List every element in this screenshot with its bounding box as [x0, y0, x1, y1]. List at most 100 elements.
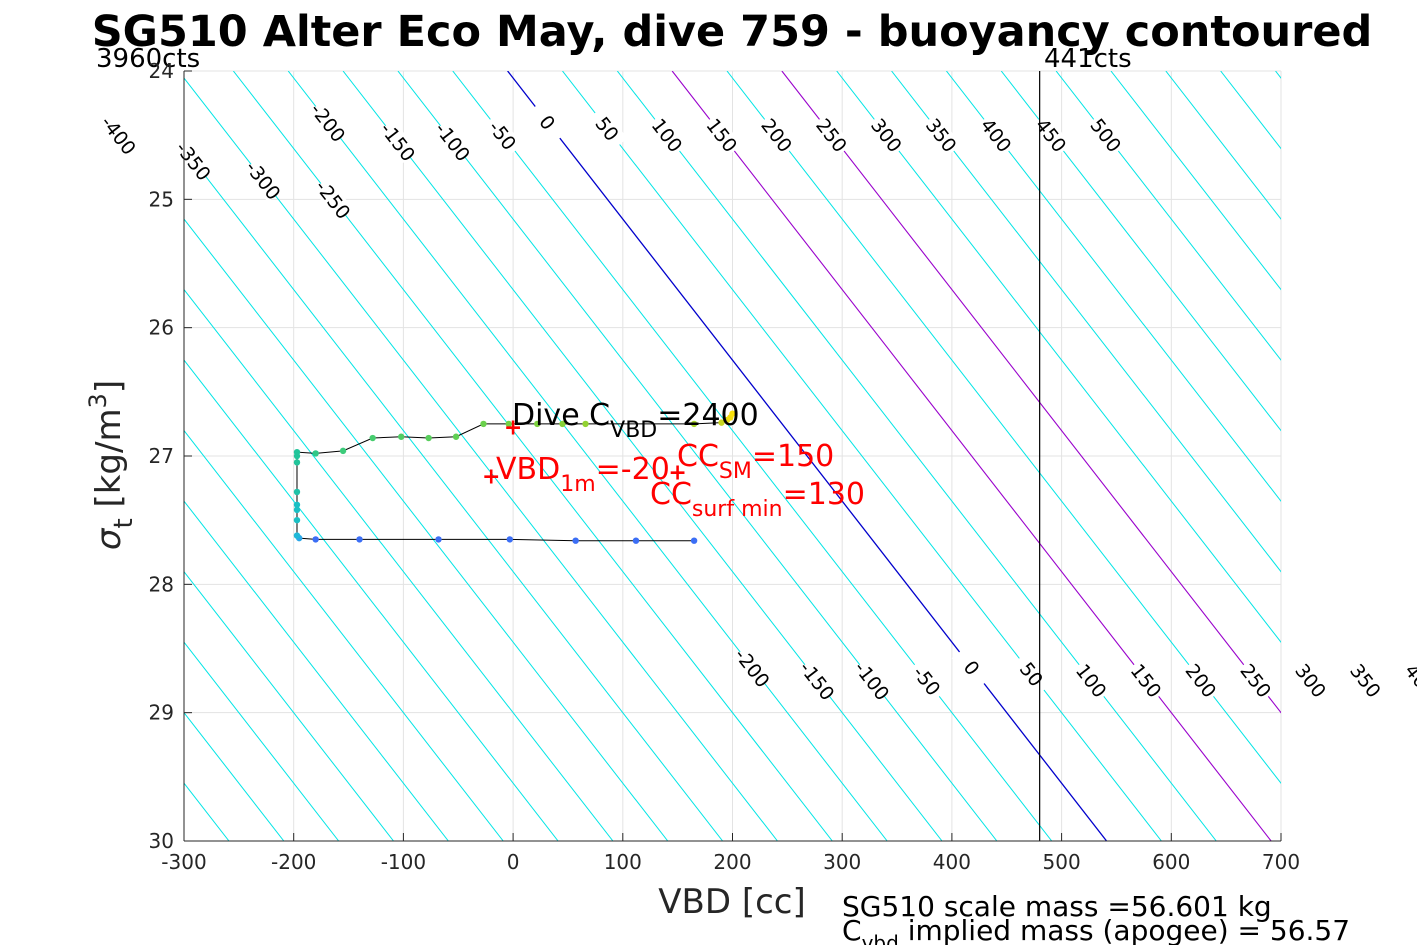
series-point — [534, 420, 541, 428]
contour-label-top-bg — [921, 113, 962, 158]
y-tick-label: 29 — [149, 701, 174, 725]
contour-label-top-bg — [756, 113, 798, 158]
contour-label-top-bg — [811, 113, 852, 158]
footer-implied-mass-rest: implied mass (apogee) = 56.57 — [899, 914, 1350, 945]
x-tick-label: 600 — [1152, 850, 1190, 874]
contour-label-top-bg — [976, 113, 1017, 158]
series-point — [312, 536, 319, 543]
series-point — [293, 516, 301, 524]
contour-label-bottom: 350 — [1345, 660, 1385, 702]
contour-label-top: 100 — [647, 115, 687, 157]
contour-line — [184, 288, 614, 841]
y-tick-label: 24 — [149, 59, 174, 83]
marker-plus: + — [504, 415, 522, 440]
series-point — [480, 420, 487, 428]
contour-line — [726, 71, 1281, 784]
contour-line — [1000, 71, 1281, 432]
contour-label-top-bg — [482, 113, 523, 158]
contour-line — [1385, 71, 1417, 841]
series-point — [339, 447, 347, 455]
x-axis-label: VBD [cc] — [658, 882, 806, 922]
contour-label-bottom-bg — [732, 645, 773, 690]
contour-label-top-bg — [307, 100, 349, 145]
series-point — [435, 536, 442, 543]
x-tick-label: 0 — [507, 850, 520, 874]
contour-label-bottom-bg — [1071, 658, 1112, 703]
contour-label-top: -250 — [310, 176, 354, 224]
x-tick-label: 200 — [713, 850, 751, 874]
y-tick-label: 30 — [149, 829, 174, 853]
contour-label-bottom-bg — [906, 658, 948, 703]
contour-label-bottom: -100 — [849, 657, 893, 705]
contour-line — [184, 359, 559, 841]
series-point — [729, 410, 736, 417]
contour-line — [781, 71, 1281, 714]
contour-line — [1330, 71, 1417, 841]
y-axis-label: σt [kg/m3] — [84, 380, 139, 550]
y-tick-label: 27 — [149, 444, 174, 468]
contour-label-bottom-bg — [851, 658, 893, 703]
counts-label-right: 441cts — [1044, 44, 1132, 74]
series-point — [425, 434, 432, 442]
contour-label-bottom-bg — [1290, 658, 1332, 703]
footer-implied-mass: Cvbd implied mass (apogee) = 56.57 — [842, 914, 1350, 945]
contour-label-top-bg — [313, 177, 354, 222]
contour-label-top-bg — [98, 113, 139, 158]
contour-label-bottom-bg — [1126, 658, 1167, 703]
series-point — [293, 532, 301, 539]
series-point — [356, 536, 363, 543]
contour-label-top-bg — [587, 106, 628, 151]
contour-label-top: -400 — [96, 112, 140, 160]
contour-line — [1110, 71, 1281, 291]
x-tick-label: -200 — [271, 850, 316, 874]
x-tick-label: -300 — [161, 850, 206, 874]
contour-line — [507, 71, 1108, 841]
annotation-vbd1m-main: VBD — [496, 452, 560, 487]
contour-label-top: -300 — [241, 157, 285, 205]
annotation-ccsurf-sub: surf min — [692, 497, 783, 522]
contour-label-top-bg — [432, 119, 473, 164]
series-point — [293, 459, 301, 466]
series-point — [690, 420, 698, 428]
contour-label-bottom: 300 — [1290, 660, 1330, 702]
annotation-vbd1m: VBD1m=-20 — [496, 452, 670, 497]
y-axis-label-unit: [kg/m — [89, 408, 129, 518]
x-tick-label: 100 — [604, 850, 642, 874]
contour-label-bottom-bg — [1181, 658, 1222, 703]
contour-label-top-bg — [527, 100, 568, 145]
contour-label-bottom-bg — [1400, 658, 1417, 703]
contour-label-top: 350 — [921, 115, 961, 157]
contour-label-top: 250 — [811, 115, 851, 157]
contour-label-bottom-bg — [1011, 652, 1052, 697]
contour-line — [1055, 71, 1281, 361]
annotation-vbd1m-sub: 1m — [560, 472, 595, 497]
annotation-dive-cvbd-sub: VBD — [610, 418, 657, 443]
contour-label-bottom: 250 — [1235, 660, 1275, 702]
contour-label-bottom: 100 — [1071, 660, 1111, 702]
contour-line — [562, 71, 1162, 841]
contour-label-top: -150 — [375, 118, 419, 166]
series-point — [632, 537, 640, 544]
series-point — [718, 419, 725, 426]
contour-label-top-bg — [866, 113, 907, 158]
contour-label-top-bg — [1085, 113, 1127, 158]
contour-line — [342, 71, 943, 841]
contour-label-top-bg — [243, 158, 284, 203]
buoyancy-contours — [184, 71, 1417, 841]
series-point — [506, 536, 514, 543]
contour-line — [891, 71, 1281, 573]
footer-scale-mass: SG510 scale mass =56.601 kg — [842, 890, 1272, 923]
contour-line — [184, 500, 449, 841]
contour-label-bottom-bg — [797, 658, 838, 703]
series-point — [452, 433, 460, 440]
contour-label-top: -350 — [171, 138, 215, 186]
x-tick-label: 300 — [823, 850, 861, 874]
contour-line — [184, 429, 504, 841]
contour-label-bottom: 200 — [1181, 660, 1221, 702]
contour-label-top-bg — [173, 138, 214, 183]
contour-line — [184, 570, 394, 841]
marker-plus: + — [482, 464, 500, 489]
contour-label-bottom-bg — [951, 645, 992, 690]
marker-plus: + — [668, 460, 686, 485]
